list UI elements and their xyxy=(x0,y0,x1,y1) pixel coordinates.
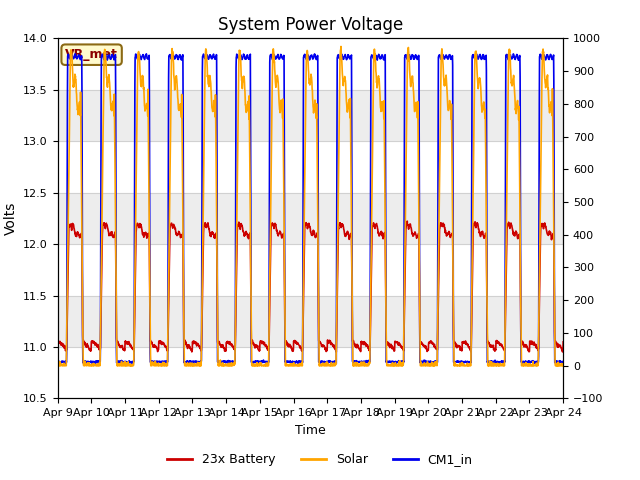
Legend: 23x Battery, Solar, CM1_in: 23x Battery, Solar, CM1_in xyxy=(163,448,477,471)
CM1_in xyxy=(529,359,537,364)
Y-axis label: Volts: Volts xyxy=(4,202,17,235)
CM1_in xyxy=(336,57,344,62)
CM1_in xyxy=(71,51,79,57)
Line: CM1_in: CM1_in xyxy=(58,54,563,364)
CM1_in xyxy=(54,359,61,365)
Solar xyxy=(336,86,344,92)
CM1_in xyxy=(195,359,203,364)
Bar xyxy=(58,192,563,244)
23x Battery xyxy=(324,340,332,346)
Solar xyxy=(337,44,345,49)
CM1_in xyxy=(61,361,68,367)
23x Battery xyxy=(458,346,465,352)
23x Battery xyxy=(515,232,523,238)
23x Battery xyxy=(54,339,61,345)
23x Battery xyxy=(332,349,340,355)
23x Battery xyxy=(529,340,537,346)
Solar xyxy=(195,362,202,368)
Bar xyxy=(58,296,563,347)
Solar xyxy=(457,361,465,367)
23x Battery xyxy=(195,342,202,348)
Bar xyxy=(58,90,563,141)
Line: 23x Battery: 23x Battery xyxy=(58,221,563,352)
CM1_in xyxy=(559,359,567,364)
23x Battery xyxy=(559,339,567,345)
Solar xyxy=(515,117,522,123)
Solar xyxy=(559,363,567,369)
23x Battery xyxy=(336,220,344,226)
Text: VR_met: VR_met xyxy=(65,48,118,61)
CM1_in xyxy=(325,358,333,363)
CM1_in xyxy=(515,56,523,62)
X-axis label: Time: Time xyxy=(295,424,326,437)
Solar xyxy=(529,363,536,369)
Solar xyxy=(324,362,332,368)
Title: System Power Voltage: System Power Voltage xyxy=(218,16,403,34)
Solar xyxy=(54,363,61,369)
CM1_in xyxy=(458,358,465,364)
23x Battery xyxy=(403,218,411,224)
Line: Solar: Solar xyxy=(58,47,563,366)
